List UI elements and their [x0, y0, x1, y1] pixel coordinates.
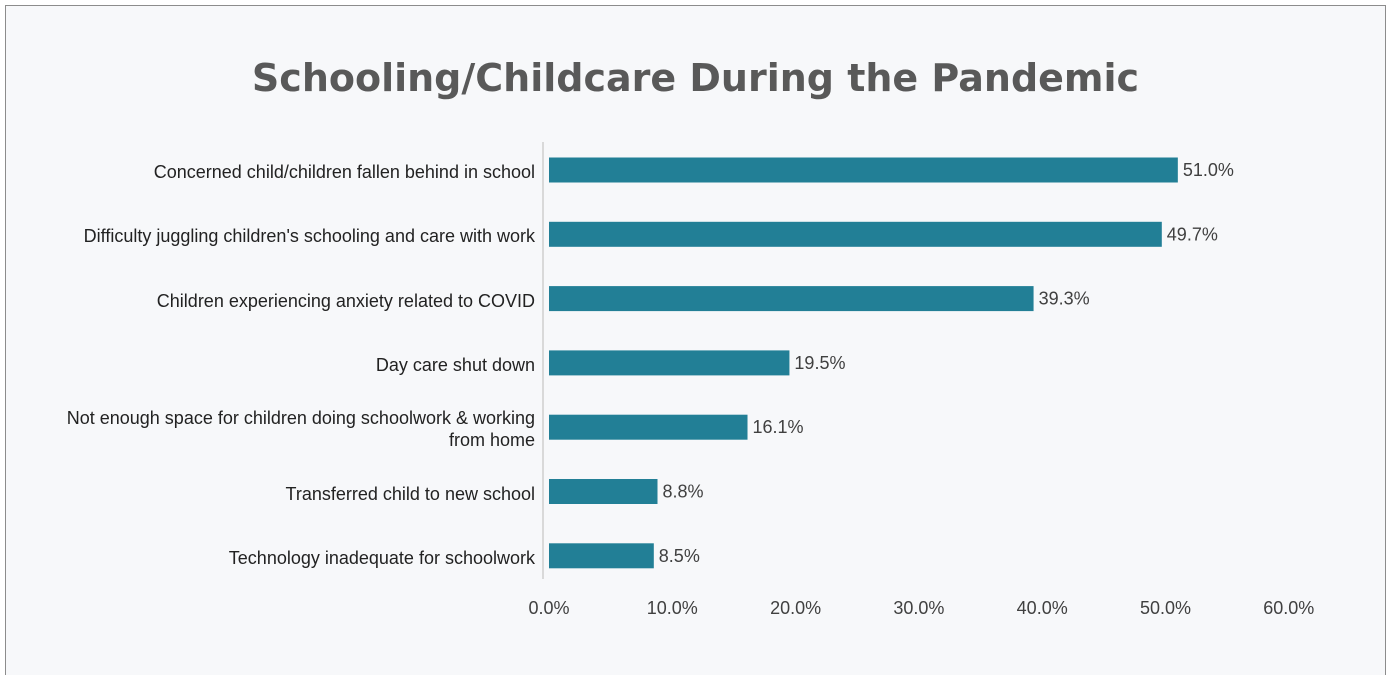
category-label: Day care shut down: [375, 354, 535, 375]
x-tick-label: 40.0%: [1017, 598, 1068, 618]
data-label: 16.1%: [753, 417, 804, 437]
bar-chart: 51.0% 49.7% 39.3% 19.5% 16.1% 8.8% 8.5% 0.0% 10.…: [528, 142, 1314, 618]
data-label: 19.5%: [794, 353, 845, 373]
data-label: 51.0%: [1183, 160, 1234, 180]
data-label: 8.5%: [659, 546, 700, 566]
data-label: 39.3%: [1039, 289, 1090, 309]
x-tick-label: 10.0%: [647, 598, 698, 618]
bar: [549, 157, 1178, 183]
chart-title: Schooling/Childcare During the Pandemic: [251, 56, 1140, 100]
x-tick-label: 50.0%: [1140, 598, 1191, 618]
category-label: Concerned child/children fallen behind i…: [153, 162, 535, 182]
x-tick-label: 30.0%: [893, 598, 944, 618]
category-label: Children experiencing anxiety related to…: [156, 290, 535, 311]
data-label: 8.8%: [663, 482, 704, 502]
chart-frame: Schooling/Childcare During the Pandemic …: [5, 5, 1386, 675]
bar: [549, 286, 1034, 312]
category-label: Not enough space for children doing scho…: [66, 408, 535, 451]
bar: [549, 543, 654, 569]
bar: [549, 479, 658, 504]
bar: [549, 221, 1162, 247]
bar: [549, 414, 748, 440]
x-tick-label: 20.0%: [770, 598, 821, 618]
category-label: Difficulty juggling children's schooling…: [83, 226, 535, 247]
data-label: 49.7%: [1167, 224, 1218, 244]
bar: [549, 350, 790, 376]
category-label: Transferred child to new school: [285, 483, 535, 504]
category-label: Technology inadequate for schoolwork: [228, 547, 535, 568]
x-tick-label: 60.0%: [1263, 598, 1314, 618]
x-tick-label: 0.0%: [528, 598, 569, 618]
